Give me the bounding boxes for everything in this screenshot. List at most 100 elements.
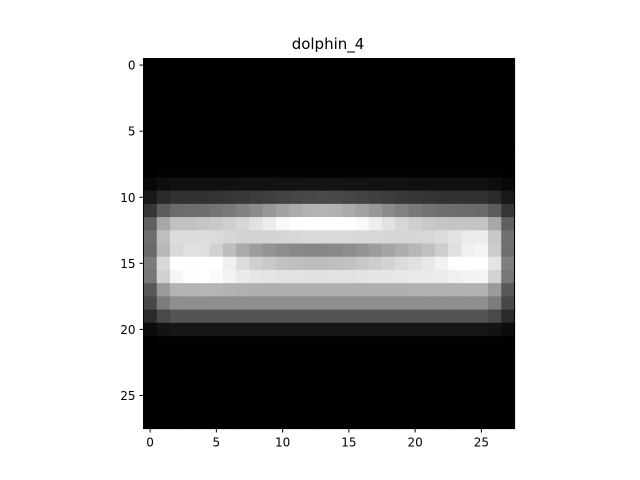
heatmap-cell: [342, 402, 357, 416]
heatmap-cell: [183, 349, 198, 364]
heatmap-cell: [408, 415, 423, 430]
heatmap-cell: [408, 375, 423, 390]
heatmap-cell: [262, 137, 277, 152]
heatmap-cell: [408, 164, 423, 179]
heatmap-cell: [474, 283, 489, 297]
heatmap-cell: [183, 98, 198, 112]
heatmap-cell: [315, 336, 330, 350]
heatmap-cell: [329, 98, 343, 112]
heatmap-cell: [170, 375, 184, 390]
heatmap-cell: [262, 283, 277, 297]
heatmap-cell: [156, 203, 171, 218]
heatmap-cell: [183, 190, 198, 205]
heatmap-cell: [329, 137, 343, 152]
heatmap-cell: [262, 256, 277, 271]
heatmap-cell: [289, 217, 304, 231]
heatmap-cell: [421, 217, 436, 231]
heatmap-cell: [315, 177, 330, 192]
heatmap-cell: [408, 177, 423, 192]
heatmap-cell: [448, 296, 463, 311]
heatmap-cell: [276, 309, 290, 324]
heatmap-cell: [143, 230, 158, 245]
heatmap-cell: [183, 71, 198, 86]
heatmap-cell: [209, 151, 224, 165]
heatmap-cell: [488, 375, 502, 390]
heatmap-cell: [223, 402, 237, 416]
heatmap-cell: [276, 177, 290, 192]
heatmap-cell: [488, 296, 502, 311]
heatmap-cell: [448, 217, 463, 231]
heatmap-cell: [342, 98, 357, 112]
heatmap-cell: [408, 309, 423, 324]
heatmap-cell: [196, 375, 211, 390]
heatmap-cell: [262, 124, 277, 139]
heatmap-cell: [223, 296, 237, 311]
heatmap-cell: [501, 243, 516, 258]
heatmap-cell: [488, 98, 502, 112]
heatmap-cell: [209, 296, 224, 311]
heatmap-cell: [461, 230, 476, 245]
heatmap-cell: [236, 415, 251, 430]
heatmap-cell: [395, 84, 410, 99]
heatmap-cell: [183, 84, 198, 99]
heatmap-cell: [196, 322, 211, 337]
heatmap-cell: [289, 98, 304, 112]
heatmap-cell: [156, 71, 171, 86]
heatmap-cell: [461, 388, 476, 403]
heatmap-cell: [421, 375, 436, 390]
heatmap-cells: [143, 58, 516, 430]
heatmap-cell: [368, 243, 383, 258]
heatmap-cell: [329, 322, 343, 337]
heatmap-cell: [448, 256, 463, 271]
heatmap-cell: [355, 296, 370, 311]
heatmap-cell: [435, 58, 449, 73]
heatmap-cell: [448, 402, 463, 416]
heatmap-cell: [196, 362, 211, 377]
heatmap-cell: [448, 349, 463, 364]
heatmap-cell: [368, 336, 383, 350]
heatmap-cell: [501, 336, 516, 350]
heatmap-cell: [329, 388, 343, 403]
heatmap-cell: [183, 362, 198, 377]
x-tick-label: 20: [407, 436, 422, 450]
heatmap-cell: [236, 388, 251, 403]
heatmap-cell: [196, 296, 211, 311]
heatmap-cell: [156, 58, 171, 73]
heatmap-cell: [236, 177, 251, 192]
heatmap-cell: [474, 111, 489, 126]
heatmap-cell: [408, 111, 423, 126]
heatmap-cell: [156, 269, 171, 284]
heatmap-cell: [223, 349, 237, 364]
heatmap-cell: [435, 283, 449, 297]
heatmap-cell: [156, 296, 171, 311]
heatmap-cell: [501, 256, 516, 271]
heatmap-cell: [249, 137, 264, 152]
heatmap-cell: [421, 322, 436, 337]
heatmap-cell: [289, 151, 304, 165]
heatmap-cell: [302, 388, 317, 403]
heatmap-cell: [435, 296, 449, 311]
heatmap-cell: [448, 164, 463, 179]
heatmap-cell: [329, 111, 343, 126]
heatmap-cell: [368, 84, 383, 99]
heatmap-cell: [461, 98, 476, 112]
heatmap-cell: [236, 230, 251, 245]
heatmap-cell: [329, 151, 343, 165]
heatmap-cell: [183, 269, 198, 284]
heatmap-cell: [408, 388, 423, 403]
heatmap-cell: [209, 203, 224, 218]
heatmap-cell: [143, 309, 158, 324]
heatmap-cell: [302, 402, 317, 416]
heatmap-cell: [395, 243, 410, 258]
heatmap-cell: [474, 309, 489, 324]
heatmap-cell: [355, 336, 370, 350]
heatmap-cell: [488, 415, 502, 430]
heatmap-cell: [315, 137, 330, 152]
heatmap-cell: [435, 151, 449, 165]
heatmap-cell: [461, 217, 476, 231]
heatmap-cell: [395, 309, 410, 324]
heatmap-cell: [262, 349, 277, 364]
heatmap-cell: [382, 388, 396, 403]
heatmap-cell: [501, 322, 516, 337]
heatmap-cell: [461, 71, 476, 86]
